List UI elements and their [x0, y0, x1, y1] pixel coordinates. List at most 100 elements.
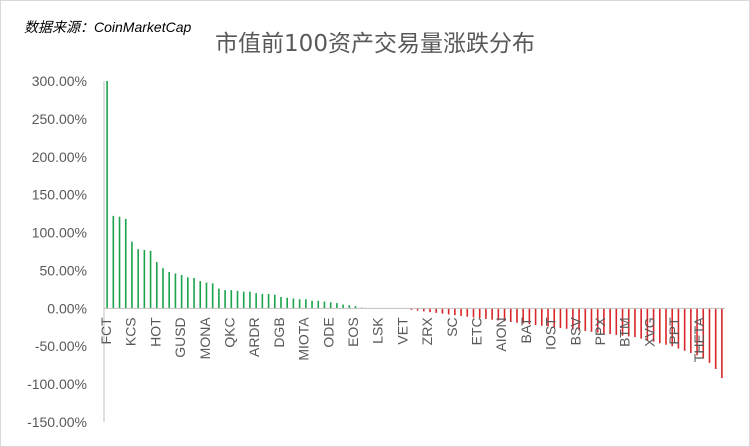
bar: [478, 308, 481, 319]
bar: [162, 268, 164, 309]
bar: [298, 299, 301, 309]
x-tick-label: SC: [444, 317, 460, 336]
bar: [249, 291, 251, 309]
bar: [714, 308, 717, 369]
y-tick-label: 300.00%: [32, 73, 87, 89]
bar: [603, 308, 605, 334]
x-tick-label: PPT: [666, 317, 682, 345]
bar: [615, 308, 618, 335]
bar: [329, 302, 332, 309]
x-tick-label: VET: [394, 317, 410, 345]
bar: [342, 304, 344, 309]
bar: [137, 249, 139, 309]
bar: [485, 308, 487, 319]
bar: [553, 308, 556, 328]
y-tick-label: 150.00%: [32, 187, 87, 203]
bar: [168, 271, 171, 309]
bar: [584, 308, 587, 332]
x-tick-label: ZRX: [419, 317, 435, 346]
bar: [454, 308, 456, 316]
bar: [317, 300, 320, 309]
bar: [211, 283, 214, 309]
bar: [634, 308, 636, 338]
bar: [683, 308, 686, 351]
bar: [180, 274, 183, 309]
bar: [429, 308, 431, 313]
x-tick-label: KCS: [123, 317, 139, 346]
bar: [236, 290, 239, 309]
bar: [658, 308, 661, 344]
bar: [124, 218, 127, 309]
x-tick-label: ODE: [320, 317, 336, 347]
bar: [460, 308, 462, 316]
bar: [522, 308, 524, 324]
x-tick-label: DGB: [271, 317, 287, 347]
bar: [441, 308, 444, 314]
y-tick-label: 200.00%: [32, 149, 87, 165]
bar: [590, 308, 593, 332]
bar: [286, 297, 288, 309]
bar: [509, 308, 512, 322]
y-tick-label: -100.00%: [27, 376, 87, 392]
y-tick-label: 100.00%: [32, 225, 87, 241]
bar: [255, 293, 257, 309]
x-tick-label: BSV: [567, 317, 583, 346]
bar: [187, 277, 189, 309]
x-tick-label: HOT: [147, 317, 163, 347]
bar: [193, 278, 195, 309]
bar: [205, 282, 208, 309]
bar: [273, 294, 276, 309]
x-tick-label: LSK: [370, 317, 386, 344]
bar: [305, 299, 307, 309]
bar: [242, 291, 245, 309]
x-tick-label: GUSD: [172, 317, 188, 357]
bar: [696, 308, 698, 356]
bar: [199, 281, 202, 309]
bar: [472, 308, 475, 318]
bar: [497, 308, 500, 321]
bar: [106, 81, 108, 309]
bar: [596, 308, 599, 333]
bar: [665, 308, 667, 345]
bar: [721, 308, 723, 379]
x-tick-label: MONA: [197, 317, 213, 360]
bar: [323, 301, 326, 309]
bar: [690, 308, 692, 354]
bar: [354, 306, 357, 309]
bar: [559, 308, 562, 329]
source-note: 数据来源：CoinMarketCap: [24, 19, 192, 35]
bar: [541, 308, 543, 326]
bar: [348, 305, 351, 309]
bar: [410, 308, 413, 310]
bar: [118, 216, 121, 309]
bar: [491, 308, 493, 320]
bar: [565, 308, 568, 329]
bar: [143, 249, 146, 309]
chart-title: 市值前100资产交易量涨跌分布: [215, 31, 535, 57]
bar: [224, 290, 226, 309]
bar: [578, 308, 580, 331]
x-tick-label: EOS: [345, 317, 361, 347]
y-tick-label: 0.00%: [47, 300, 87, 316]
y-tick-label: 50.00%: [40, 262, 87, 278]
bar: [416, 308, 419, 311]
bar: [261, 293, 264, 309]
bar: [112, 215, 115, 309]
bar: [547, 308, 549, 327]
bar: [572, 308, 574, 330]
bar: [646, 308, 649, 341]
y-tick-label: -50.00%: [35, 338, 87, 354]
bar: [516, 308, 518, 323]
bar: [267, 293, 270, 309]
bar: [609, 308, 611, 335]
bar: [230, 290, 233, 309]
bar: [528, 308, 531, 325]
x-tick-label: ARDR: [246, 317, 262, 357]
x-tick-label: AION: [493, 317, 509, 351]
x-tick-label: QKC: [222, 317, 238, 347]
x-tick-label: BTM: [617, 317, 633, 347]
bar: [174, 273, 177, 309]
bar: [423, 308, 425, 312]
bar: [702, 308, 705, 359]
